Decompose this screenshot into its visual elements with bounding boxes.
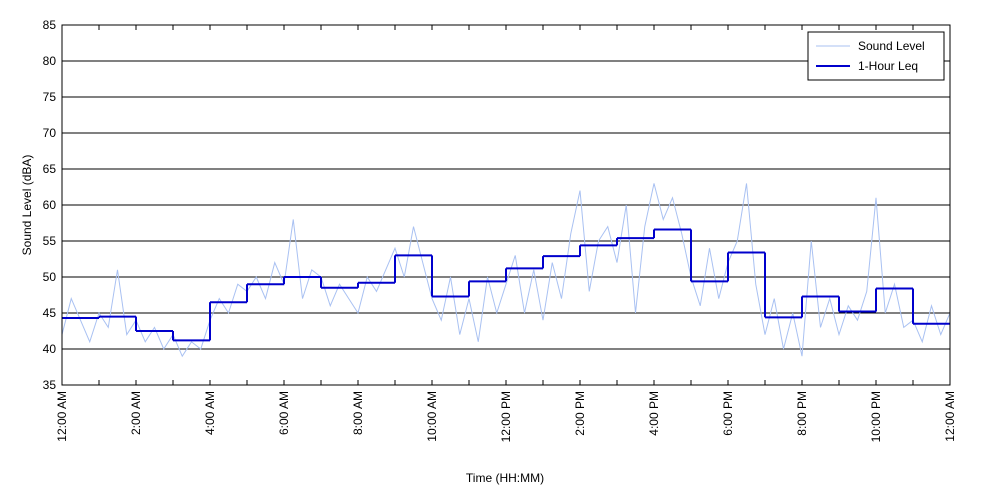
x-tick-label: 10:00 AM: [425, 391, 439, 442]
y-tick-label: 70: [43, 126, 57, 140]
x-tick-label: 4:00 AM: [203, 391, 217, 435]
y-tick-label: 80: [43, 54, 57, 68]
x-tick-label: 12:00 PM: [499, 391, 513, 442]
x-tick-label: 8:00 PM: [795, 391, 809, 436]
y-tick-label: 75: [43, 90, 57, 104]
y-tick-label: 85: [43, 18, 57, 32]
x-tick-label: 12:00 AM: [55, 391, 69, 442]
legend: Sound Level 1-Hour Leq: [807, 31, 945, 81]
y-tick-label: 50: [43, 270, 57, 284]
x-tick-label: 8:00 AM: [351, 391, 365, 435]
x-tick-label: 2:00 AM: [129, 391, 143, 435]
x-tick-label: 4:00 PM: [647, 391, 661, 436]
y-tick-label: 40: [43, 342, 57, 356]
y-tick-label: 60: [43, 198, 57, 212]
y-tick-label: 65: [43, 162, 57, 176]
legend-label: Sound Level: [858, 39, 925, 53]
x-tick-label: 10:00 PM: [869, 391, 883, 442]
plot-frame: [61, 24, 951, 386]
x-tick-label: 6:00 PM: [721, 391, 735, 436]
x-tick-label: 6:00 AM: [277, 391, 291, 435]
legend-label: 1-Hour Leq: [858, 59, 918, 73]
legend-box: [807, 31, 945, 81]
x-axis-label: Time (HH:MM): [466, 471, 544, 485]
x-tick-label: 12:00 AM: [943, 391, 957, 442]
y-tick-label: 55: [43, 234, 57, 248]
y-axis-label: Sound Level (dBA): [20, 155, 34, 256]
y-tick-label: 45: [43, 306, 57, 320]
x-tick-label: 2:00 PM: [573, 391, 587, 436]
y-tick-label: 35: [43, 378, 57, 392]
